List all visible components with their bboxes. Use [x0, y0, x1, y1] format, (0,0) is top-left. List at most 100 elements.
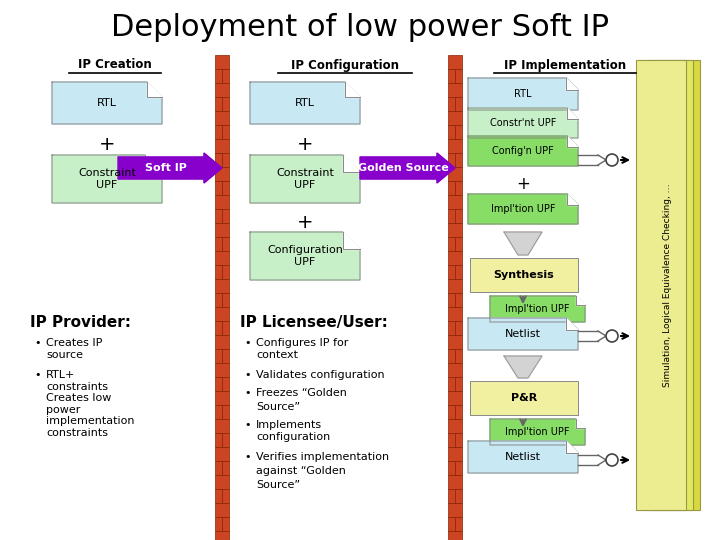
- Text: Config'n UPF: Config'n UPF: [492, 146, 554, 156]
- Bar: [455, 461, 462, 475]
- Text: +: +: [297, 136, 313, 154]
- Text: IP Implementation: IP Implementation: [504, 58, 626, 71]
- Bar: [448, 461, 455, 475]
- Bar: [448, 307, 462, 321]
- Bar: [636, 60, 686, 510]
- Polygon shape: [567, 441, 578, 453]
- Bar: [643, 60, 693, 510]
- Bar: [448, 181, 455, 195]
- Text: Freezes “Golden: Freezes “Golden: [256, 388, 347, 398]
- Bar: [448, 195, 462, 209]
- Bar: [448, 223, 462, 237]
- Bar: [222, 125, 229, 139]
- Bar: [215, 489, 222, 503]
- Bar: [222, 265, 229, 279]
- Text: +: +: [516, 175, 530, 193]
- Text: •: •: [34, 370, 40, 380]
- Bar: [215, 69, 222, 83]
- Polygon shape: [468, 78, 578, 110]
- Bar: [448, 503, 462, 517]
- Text: Verifies implementation: Verifies implementation: [256, 452, 389, 462]
- Polygon shape: [504, 232, 542, 255]
- Bar: [215, 209, 222, 223]
- Bar: [455, 405, 462, 419]
- Bar: [215, 265, 222, 279]
- Text: •: •: [244, 452, 251, 462]
- Polygon shape: [145, 155, 162, 172]
- Text: Configuration
UPF: Configuration UPF: [267, 245, 343, 267]
- Bar: [448, 293, 455, 307]
- Polygon shape: [343, 155, 360, 172]
- Bar: [455, 517, 462, 531]
- Bar: [215, 251, 229, 265]
- Bar: [215, 167, 229, 181]
- Bar: [448, 251, 462, 265]
- Bar: [455, 349, 462, 363]
- Text: Deployment of low power Soft IP: Deployment of low power Soft IP: [111, 14, 609, 43]
- Bar: [222, 237, 229, 251]
- Text: Impl'tion UPF: Impl'tion UPF: [491, 204, 555, 214]
- Bar: [448, 265, 455, 279]
- Bar: [215, 335, 229, 349]
- Bar: [455, 293, 462, 307]
- Bar: [448, 167, 462, 181]
- Polygon shape: [576, 419, 585, 428]
- Bar: [448, 139, 462, 153]
- Bar: [215, 447, 229, 461]
- Bar: [470, 258, 578, 292]
- Bar: [222, 489, 229, 503]
- Polygon shape: [250, 82, 360, 124]
- Text: Simulation, Logical Equivalence Checking, …: Simulation, Logical Equivalence Checking…: [664, 183, 672, 387]
- Text: Synthesis: Synthesis: [494, 270, 554, 280]
- Bar: [455, 489, 462, 503]
- Bar: [215, 503, 229, 517]
- Bar: [455, 209, 462, 223]
- Bar: [448, 55, 462, 69]
- Polygon shape: [567, 194, 578, 205]
- Polygon shape: [345, 82, 360, 97]
- Text: •: •: [34, 338, 40, 348]
- Text: Constr'nt UPF: Constr'nt UPF: [490, 118, 556, 128]
- Bar: [222, 405, 229, 419]
- Bar: [215, 293, 222, 307]
- Bar: [448, 475, 462, 489]
- Bar: [215, 279, 229, 293]
- Text: Source”: Source”: [256, 480, 300, 490]
- Bar: [222, 293, 229, 307]
- Bar: [448, 363, 462, 377]
- Bar: [222, 433, 229, 447]
- Polygon shape: [52, 82, 162, 124]
- Polygon shape: [250, 232, 360, 280]
- Bar: [215, 55, 229, 69]
- Text: P&R: P&R: [511, 393, 537, 403]
- Text: RTL: RTL: [295, 98, 315, 108]
- Polygon shape: [504, 356, 542, 378]
- Polygon shape: [147, 82, 162, 97]
- Text: Impl'tion UPF: Impl'tion UPF: [505, 427, 570, 437]
- Bar: [448, 405, 455, 419]
- Text: RTL: RTL: [97, 98, 117, 108]
- Bar: [215, 111, 229, 125]
- Bar: [222, 209, 229, 223]
- Bar: [222, 461, 229, 475]
- Bar: [222, 69, 229, 83]
- Text: Netlist: Netlist: [505, 452, 541, 462]
- Bar: [448, 237, 455, 251]
- Polygon shape: [468, 108, 578, 138]
- Polygon shape: [468, 136, 578, 166]
- Bar: [215, 153, 222, 167]
- Text: Source”: Source”: [256, 402, 300, 412]
- Text: Configures IP for
context: Configures IP for context: [256, 338, 348, 360]
- Bar: [215, 405, 222, 419]
- Bar: [650, 60, 700, 510]
- Bar: [448, 489, 455, 503]
- Polygon shape: [567, 136, 578, 147]
- Text: Golden Source: Golden Source: [358, 163, 449, 173]
- Polygon shape: [52, 155, 162, 203]
- Bar: [455, 237, 462, 251]
- Polygon shape: [360, 153, 455, 183]
- Bar: [215, 223, 229, 237]
- Bar: [448, 531, 462, 540]
- Circle shape: [606, 154, 618, 166]
- Bar: [448, 111, 462, 125]
